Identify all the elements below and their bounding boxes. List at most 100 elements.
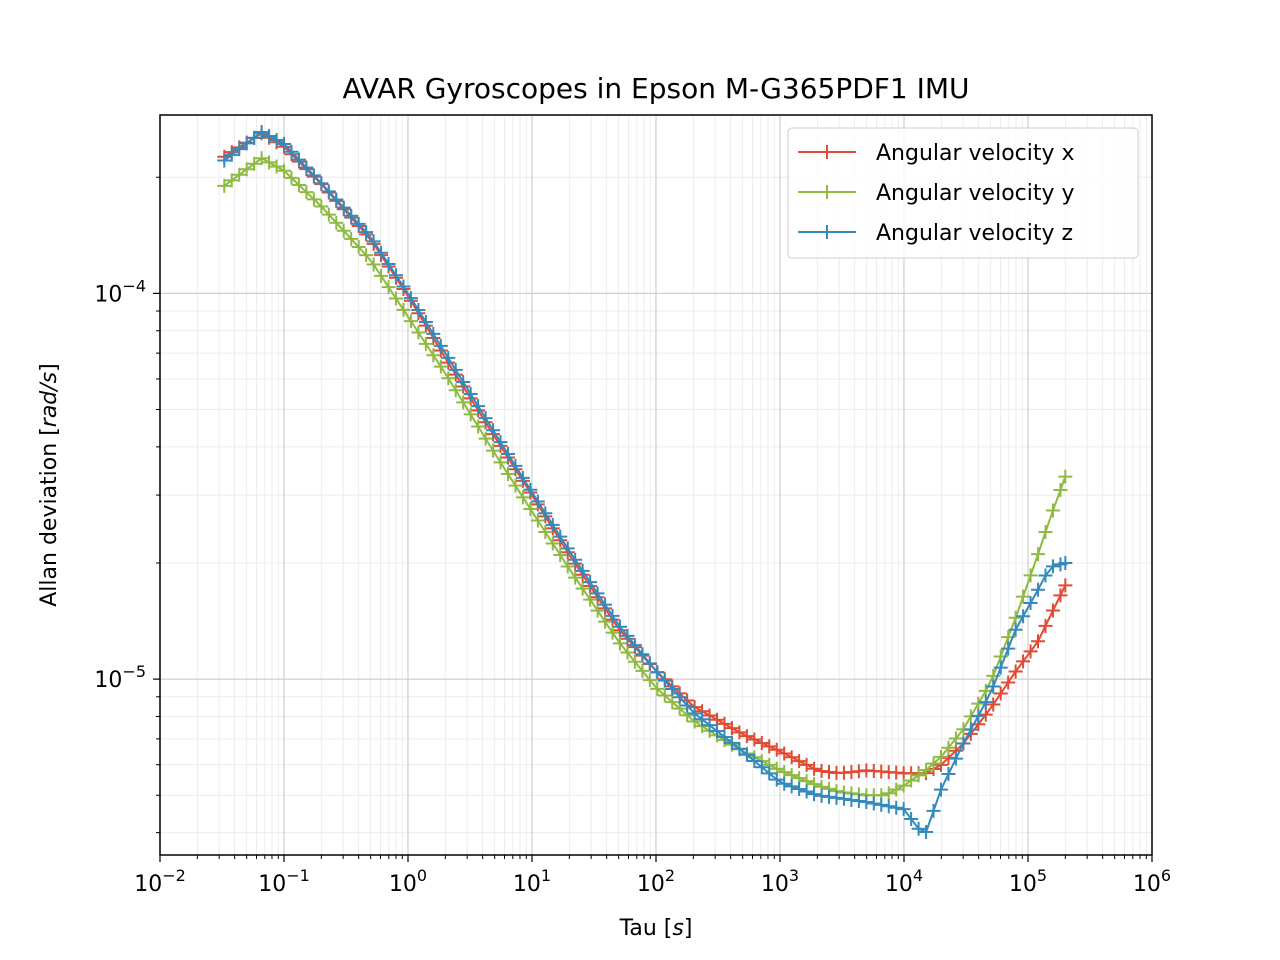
data-point-marker bbox=[418, 314, 433, 329]
data-point-marker bbox=[1016, 589, 1031, 604]
data-point-marker bbox=[247, 156, 262, 171]
data-point-marker bbox=[971, 708, 986, 723]
data-point-marker bbox=[553, 529, 568, 544]
data-point-marker bbox=[456, 374, 471, 389]
data-point-marker bbox=[642, 673, 657, 688]
data-point-marker bbox=[956, 736, 971, 751]
data-point-marker bbox=[672, 690, 687, 705]
data-point-marker bbox=[784, 750, 799, 765]
data-point-marker bbox=[978, 695, 993, 710]
data-point-marker bbox=[553, 547, 568, 562]
data-point-marker bbox=[329, 215, 344, 230]
data-point-marker bbox=[403, 291, 418, 306]
data-point-marker bbox=[1053, 482, 1068, 497]
series-layer bbox=[217, 125, 1073, 840]
data-point-marker bbox=[269, 132, 284, 147]
data-point-marker bbox=[807, 761, 822, 776]
data-point-marker bbox=[247, 130, 262, 145]
data-point-marker bbox=[919, 763, 934, 778]
data-point-marker bbox=[971, 696, 986, 711]
data-point-marker bbox=[254, 151, 269, 166]
data-point-marker bbox=[291, 178, 306, 193]
data-point-marker bbox=[381, 256, 396, 271]
data-point-marker bbox=[941, 767, 956, 782]
data-point-marker bbox=[1023, 644, 1038, 659]
data-point-marker bbox=[926, 756, 941, 771]
x-tick-label: 106 bbox=[1133, 866, 1171, 897]
data-point-marker bbox=[366, 257, 381, 272]
data-point-marker bbox=[941, 740, 956, 755]
axis-ticks bbox=[153, 176, 1153, 862]
data-point-marker bbox=[1058, 578, 1073, 593]
data-point-marker bbox=[762, 766, 777, 781]
data-point-marker bbox=[396, 302, 411, 317]
data-point-marker bbox=[478, 431, 493, 446]
data-point-marker bbox=[366, 234, 381, 249]
data-point-marker bbox=[389, 268, 404, 283]
x-axis-label-unit: s bbox=[672, 916, 683, 941]
data-point-marker bbox=[411, 325, 426, 340]
data-point-marker bbox=[844, 792, 859, 807]
data-point-marker bbox=[381, 280, 396, 295]
data-point-marker bbox=[635, 647, 650, 662]
data-point-marker bbox=[232, 167, 247, 182]
x-axis-label-main: Tau [ bbox=[619, 916, 673, 941]
data-point-marker bbox=[717, 729, 732, 744]
data-point-marker bbox=[799, 784, 814, 799]
series-3 bbox=[217, 125, 1073, 840]
data-point-marker bbox=[314, 176, 329, 191]
x-axis-label: Tau [s] bbox=[619, 916, 693, 941]
tick-labels: 10−2 10−1 100 101 102 103 104 105 106 10−5 10−4 bbox=[94, 276, 1171, 897]
data-point-marker bbox=[471, 399, 486, 414]
data-point-marker bbox=[1001, 641, 1016, 656]
data-point-marker bbox=[612, 619, 627, 634]
data-point-marker bbox=[724, 735, 739, 750]
data-point-marker bbox=[1016, 654, 1031, 669]
data-point-marker bbox=[299, 185, 314, 200]
data-point-marker bbox=[329, 192, 344, 207]
data-point-marker bbox=[1023, 596, 1038, 611]
data-point-marker bbox=[747, 732, 762, 747]
data-point-marker bbox=[620, 645, 635, 660]
data-point-marker bbox=[299, 160, 314, 175]
data-point-marker bbox=[269, 159, 284, 174]
data-point-marker bbox=[538, 524, 553, 539]
data-point-marker bbox=[486, 443, 501, 458]
data-point-marker bbox=[762, 739, 777, 754]
data-point-marker bbox=[1038, 524, 1053, 539]
x-tick-label: 100 bbox=[389, 866, 427, 897]
data-point-marker bbox=[993, 660, 1008, 675]
data-point-marker bbox=[336, 200, 351, 215]
data-point-marker bbox=[874, 797, 889, 812]
data-point-marker bbox=[448, 362, 463, 377]
data-point-marker bbox=[948, 731, 963, 746]
data-point-marker bbox=[1031, 634, 1046, 649]
data-point-marker bbox=[1058, 556, 1073, 570]
data-point-marker bbox=[963, 722, 978, 737]
data-point-marker bbox=[351, 216, 366, 231]
data-point-marker bbox=[657, 688, 672, 703]
data-point-marker bbox=[807, 787, 822, 802]
data-point-marker bbox=[306, 168, 321, 183]
y-tick-label: 10−5 bbox=[94, 662, 146, 693]
data-point-marker bbox=[926, 803, 941, 818]
data-point-marker bbox=[784, 779, 799, 794]
data-point-marker bbox=[635, 663, 650, 678]
data-point-marker bbox=[426, 348, 441, 363]
x-axis-label-end: ] bbox=[684, 916, 693, 941]
data-point-marker bbox=[583, 575, 598, 590]
data-point-marker bbox=[433, 338, 448, 353]
data-point-marker bbox=[433, 359, 448, 374]
data-point-marker bbox=[418, 336, 433, 351]
x-tick-label: 10−2 bbox=[134, 866, 186, 897]
data-point-marker bbox=[321, 207, 336, 222]
data-point-marker bbox=[463, 387, 478, 402]
data-point-marker bbox=[889, 800, 904, 815]
data-point-marker bbox=[239, 136, 254, 151]
x-tick-label: 102 bbox=[637, 866, 675, 897]
data-point-marker bbox=[515, 490, 530, 505]
data-point-marker bbox=[344, 231, 359, 246]
data-point-marker bbox=[239, 162, 254, 177]
data-point-marker bbox=[732, 741, 747, 756]
data-point-marker bbox=[896, 778, 911, 793]
